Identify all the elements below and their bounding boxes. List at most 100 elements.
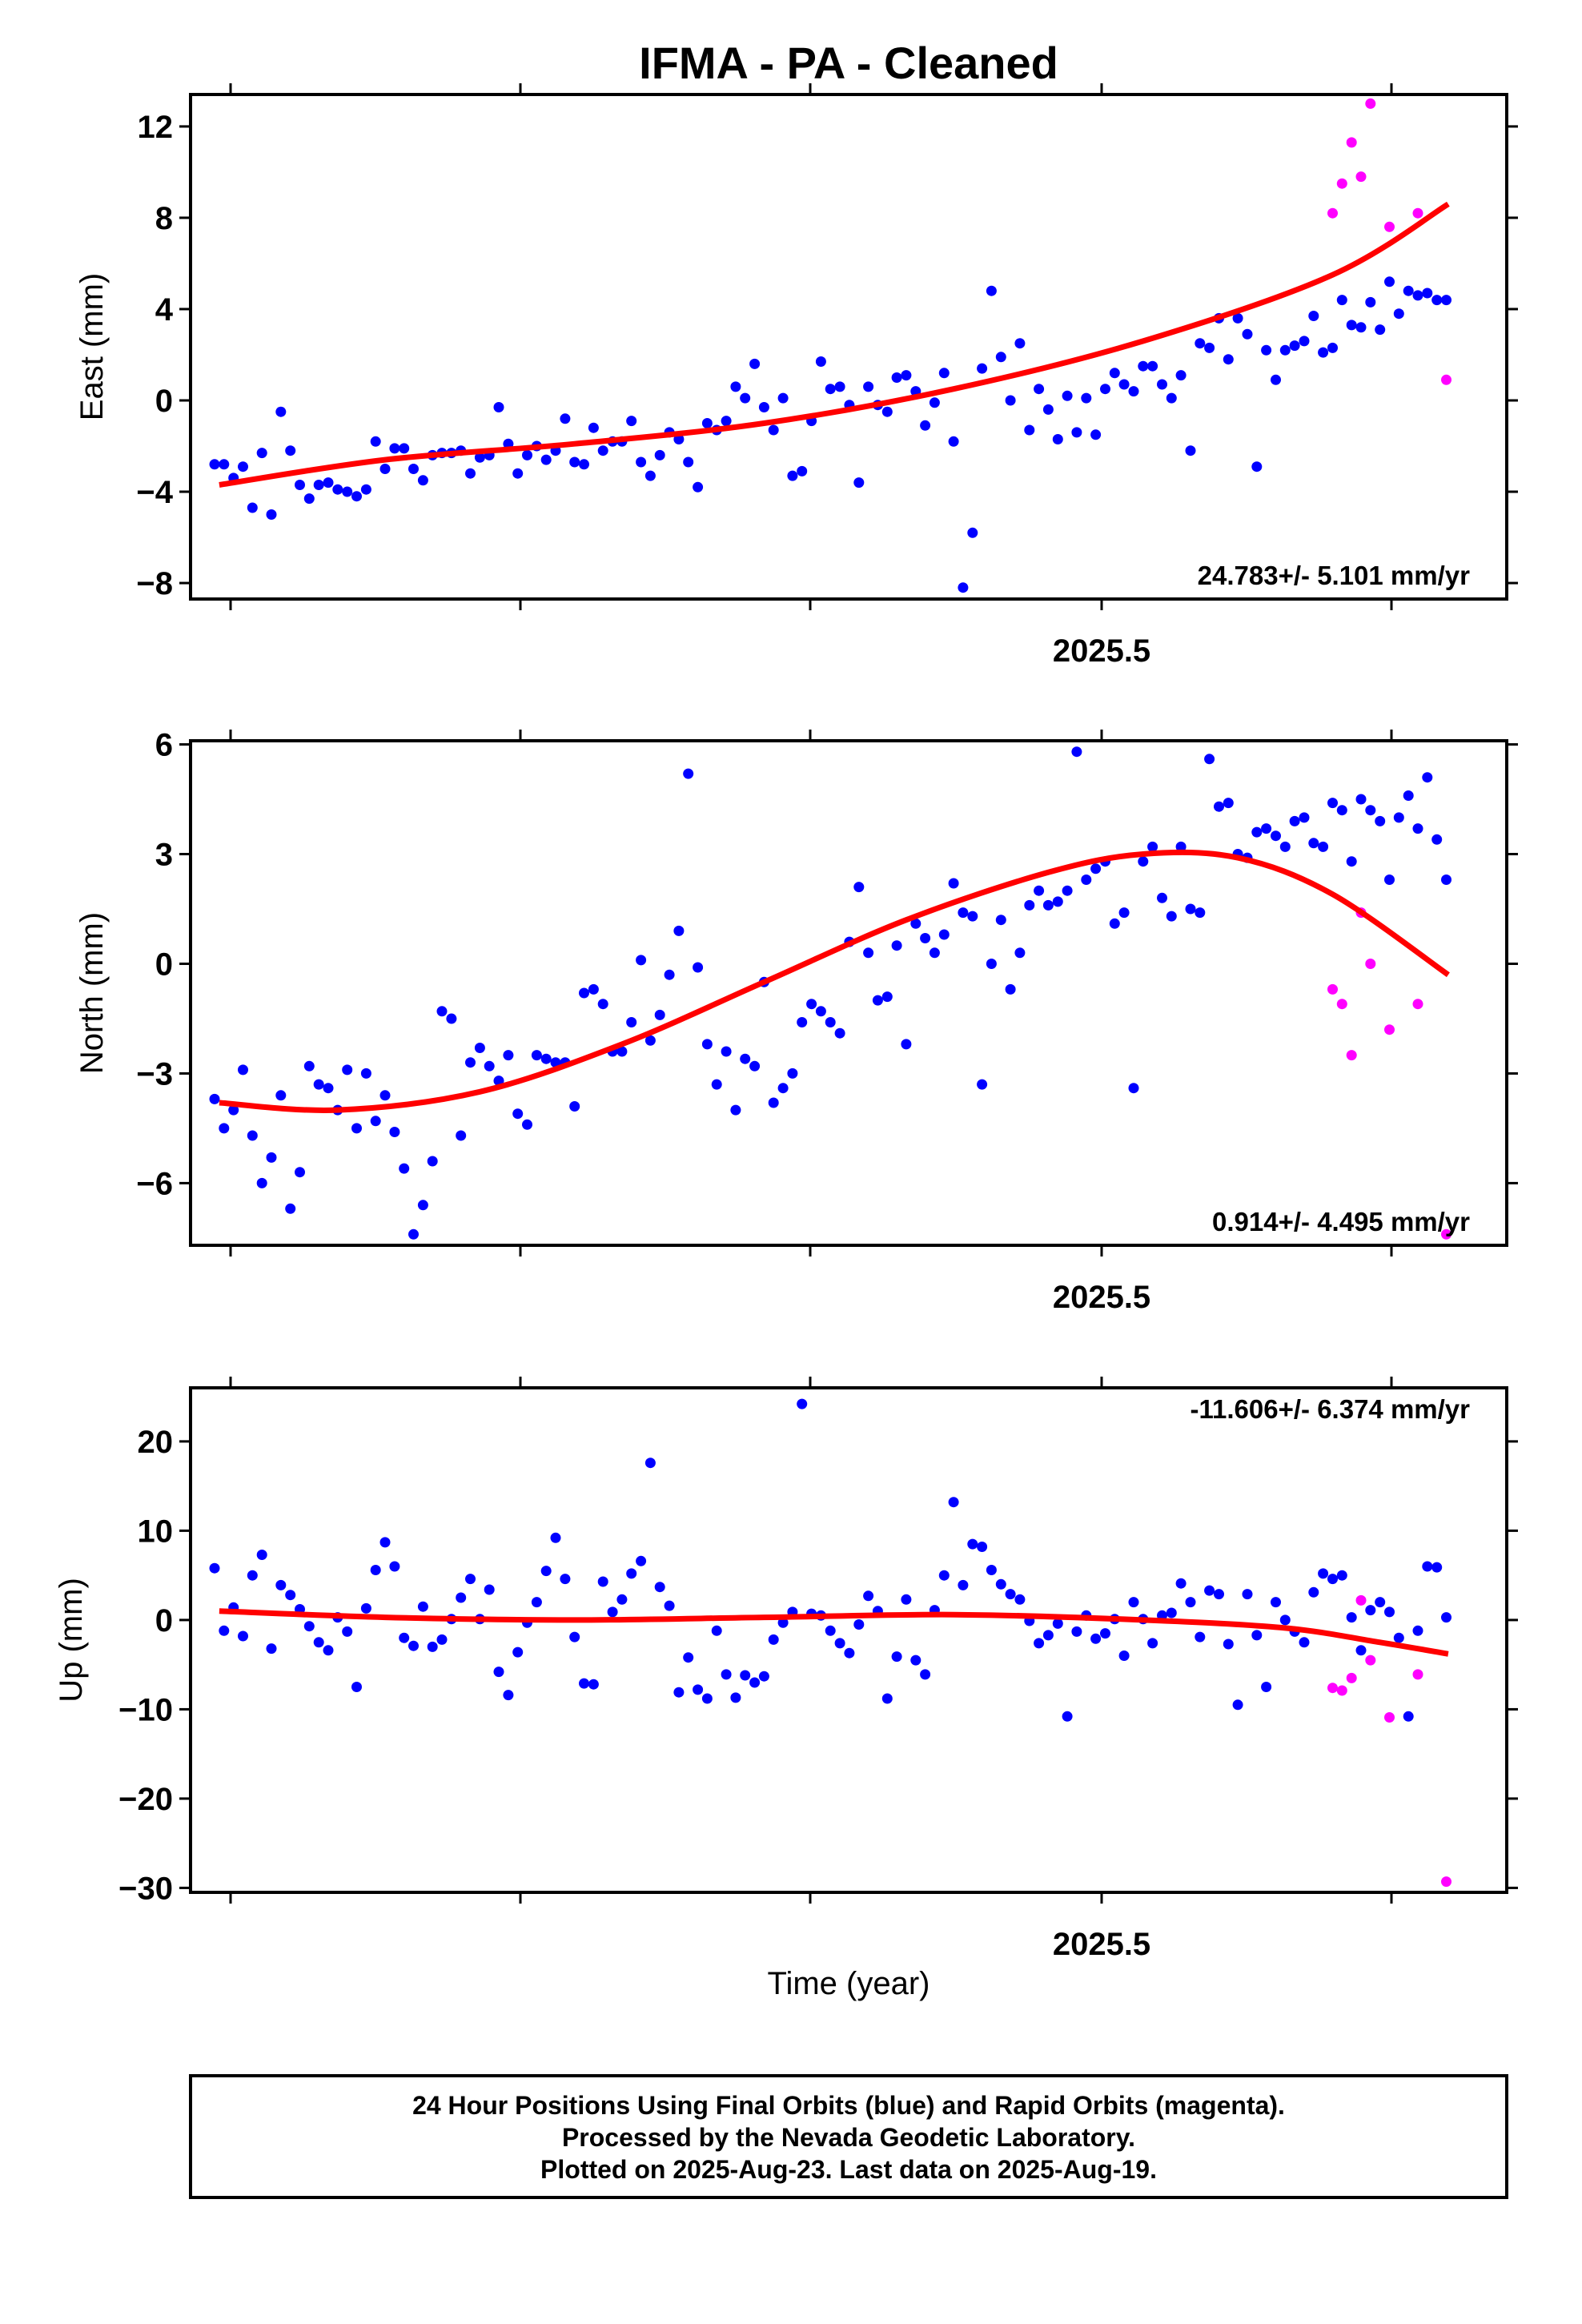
final-orbit-point <box>948 436 959 447</box>
final-orbit-point <box>825 1625 836 1636</box>
final-orbit-point <box>1355 1645 1367 1656</box>
final-orbit-point <box>1403 1711 1414 1722</box>
final-orbit-point <box>1365 1605 1376 1616</box>
final-orbit-point <box>503 1690 514 1701</box>
final-orbit-point <box>1138 360 1149 372</box>
final-orbit-point <box>749 1677 761 1688</box>
final-orbit-point <box>644 470 656 481</box>
rapid-orbit-point <box>1384 1024 1395 1035</box>
final-orbit-point <box>636 955 647 966</box>
final-orbit-point <box>977 1079 988 1090</box>
final-orbit-point <box>399 1632 410 1643</box>
final-orbit-point <box>920 420 931 431</box>
final-orbit-point <box>1412 290 1423 301</box>
final-orbit-point <box>1024 899 1035 911</box>
final-orbit-point <box>1251 826 1263 838</box>
final-orbit-point <box>938 368 950 379</box>
final-orbit-point <box>1147 841 1158 852</box>
final-orbit-point <box>588 422 599 433</box>
final-orbit-point <box>417 1200 428 1211</box>
rapid-orbit-point <box>1346 137 1357 148</box>
final-orbit-point <box>1412 823 1423 834</box>
final-orbit-point <box>1223 1638 1234 1650</box>
final-orbit-point <box>540 1566 552 1577</box>
rapid-orbit-point <box>1336 999 1347 1010</box>
final-orbit-point <box>1393 308 1404 320</box>
rapid-orbit-point <box>1346 1672 1357 1683</box>
final-orbit-point <box>1195 907 1206 919</box>
final-orbit-point <box>967 527 978 538</box>
final-orbit-point <box>1081 392 1092 404</box>
final-orbit-point <box>360 1602 371 1614</box>
final-orbit-point <box>1195 338 1206 349</box>
velocity-rate-label: -11.606+/- 6.374 mm/yr <box>1191 1394 1471 1424</box>
final-orbit-point <box>579 459 589 470</box>
final-orbit-point <box>569 1631 580 1642</box>
y-axis-label: East (mm) <box>74 273 110 420</box>
y-tick-label: 8 <box>155 201 173 236</box>
final-orbit-point <box>1289 340 1300 352</box>
final-orbit-point <box>1185 445 1196 456</box>
final-orbit-point <box>1299 1637 1310 1648</box>
final-orbit-point <box>417 475 428 486</box>
final-orbit-point <box>1375 1597 1386 1608</box>
final-orbit-point <box>958 582 969 593</box>
north-panel: −6 −3 0 3 6 2025.5 North (mm) 0.914+/- 4.495 mm… <box>74 728 1518 1315</box>
final-orbit-point <box>1157 379 1167 390</box>
final-orbit-point <box>399 443 410 454</box>
final-orbit-point <box>1336 805 1347 816</box>
rapid-orbits-series <box>1327 907 1452 1240</box>
final-orbit-point <box>247 1130 258 1141</box>
final-orbit-point <box>360 1068 371 1079</box>
final-orbit-point <box>379 1090 391 1101</box>
final-orbit-point <box>503 1050 514 1061</box>
final-orbit-point <box>1271 830 1281 842</box>
final-orbit-point <box>749 1060 761 1072</box>
final-orbit-point <box>853 882 865 893</box>
final-orbit-point <box>1318 347 1329 358</box>
final-orbit-point <box>465 468 476 479</box>
final-orbit-point <box>1166 911 1177 922</box>
final-orbit-point <box>1024 424 1035 436</box>
final-orbit-point <box>370 1565 381 1575</box>
final-orbit-point <box>342 1626 353 1637</box>
final-orbit-point <box>1384 1606 1395 1618</box>
chart-title: IFMA - PA - Cleaned <box>639 38 1058 88</box>
final-orbit-point <box>238 1064 248 1076</box>
final-orbit-point <box>938 929 950 940</box>
final-orbit-point <box>1062 885 1073 896</box>
east-panel: −8 −4 0 4 8 12 2025.5 East (mm) 24.783+/- 5.101 … <box>74 83 1518 669</box>
final-orbit-point <box>323 1083 334 1094</box>
final-orbit-point <box>977 363 988 374</box>
final-orbit-point <box>995 1578 1006 1590</box>
final-orbit-point <box>247 1570 258 1581</box>
final-orbit-point <box>379 1537 391 1548</box>
final-orbit-point <box>1355 322 1367 333</box>
final-orbit-point <box>1138 856 1149 867</box>
final-orbit-point <box>427 1156 438 1167</box>
final-orbit-point <box>1261 344 1272 356</box>
final-orbit-point <box>683 768 694 779</box>
final-orbit-point <box>616 1594 628 1605</box>
final-orbit-point <box>560 1574 571 1585</box>
final-orbit-point <box>1014 1594 1026 1605</box>
final-orbit-point <box>1185 903 1196 915</box>
final-orbit-point <box>512 1647 524 1658</box>
y-axis-label: Up (mm) <box>54 1578 89 1703</box>
y-tick-label: −3 <box>136 1056 173 1092</box>
final-orbit-point <box>531 1597 542 1608</box>
final-orbit-point <box>1279 841 1291 852</box>
final-orbit-point <box>285 445 296 456</box>
final-orbit-point <box>986 959 997 969</box>
final-orbit-point <box>711 1079 722 1090</box>
final-orbit-point <box>427 1641 438 1652</box>
final-orbit-point <box>901 370 912 381</box>
final-orbit-point <box>342 1064 353 1076</box>
final-orbit-point <box>1042 1630 1054 1641</box>
final-orbit-point <box>815 356 826 367</box>
final-orbit-point <box>740 1053 751 1064</box>
final-orbit-point <box>351 1682 362 1692</box>
final-orbit-point <box>740 392 751 404</box>
final-orbit-point <box>1308 838 1319 849</box>
final-orbit-point <box>360 484 371 495</box>
